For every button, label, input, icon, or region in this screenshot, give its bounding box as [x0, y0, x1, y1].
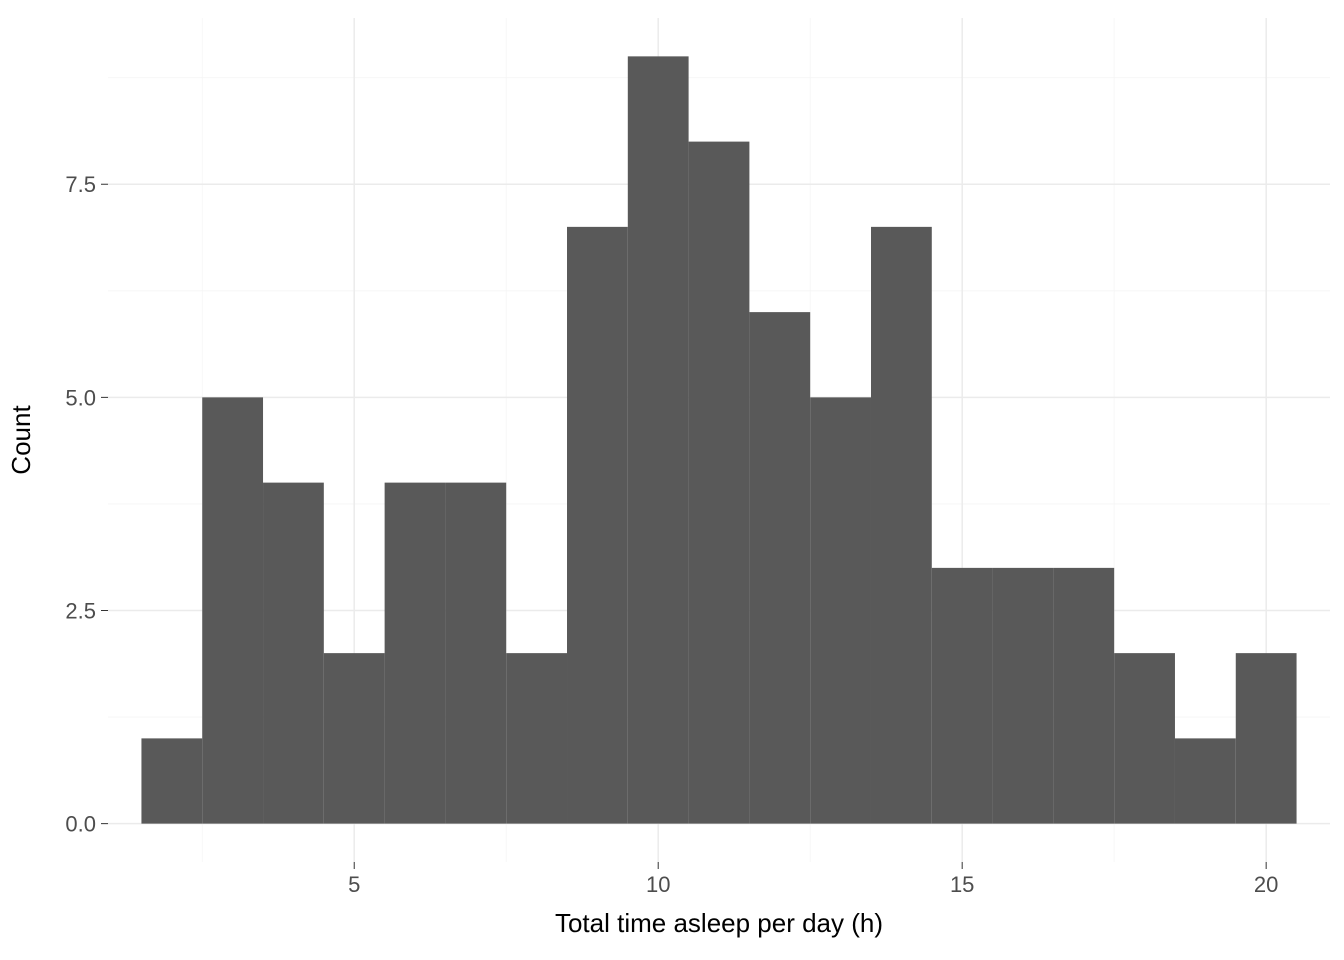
x-tick-label: 5 — [348, 872, 360, 897]
histogram-bar — [1175, 738, 1236, 823]
y-tick-label: 0.0 — [65, 812, 96, 837]
x-tick-label: 15 — [950, 872, 974, 897]
histogram-chart: 5 10 15 20 0.0 2.5 5.0 7.5 Total time asleep per… — [0, 0, 1344, 960]
histogram-bar — [263, 483, 324, 824]
histogram-bar — [202, 397, 263, 823]
histogram-bar — [993, 568, 1054, 824]
histogram-bar — [810, 397, 871, 823]
histogram-bar — [445, 483, 506, 824]
histogram-bar — [324, 653, 385, 824]
histogram-bar — [506, 653, 567, 824]
histogram-bar — [628, 56, 689, 823]
histogram-bar — [385, 483, 446, 824]
histogram-bar — [871, 227, 932, 824]
histogram-bar — [1236, 653, 1297, 824]
histogram-bar — [567, 227, 628, 824]
y-axis-title: Count — [6, 405, 36, 475]
histogram-bar — [932, 568, 993, 824]
y-tick-label: 5.0 — [65, 385, 96, 410]
histogram-bar — [749, 312, 810, 824]
histogram-bar — [141, 738, 202, 823]
y-tick-label: 7.5 — [65, 172, 96, 197]
x-tick-label: 10 — [646, 872, 670, 897]
x-tick-label: 20 — [1254, 872, 1278, 897]
histogram-bar — [689, 142, 750, 824]
histogram-bar — [1053, 568, 1114, 824]
x-axis-title: Total time asleep per day (h) — [555, 908, 883, 938]
chart-svg: 5 10 15 20 0.0 2.5 5.0 7.5 Total time asleep per… — [0, 0, 1344, 960]
y-tick-label: 2.5 — [65, 599, 96, 624]
histogram-bar — [1114, 653, 1175, 824]
